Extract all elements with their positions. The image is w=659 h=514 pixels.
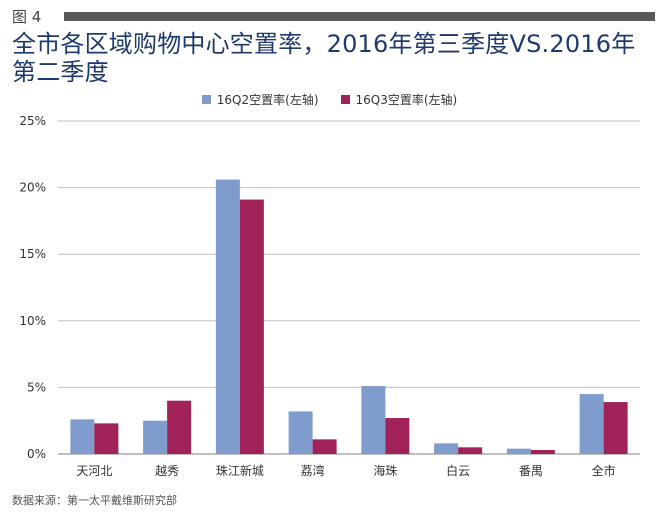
y-tick-label: 0% [27,447,46,461]
bar-q3 [530,450,555,454]
bar-q2 [579,394,604,454]
x-tick-label: 珠江新城 [216,463,264,478]
bar-q3 [167,400,192,454]
bar-q2 [361,386,386,454]
x-tick-label: 白云 [446,463,470,478]
figure-label: 图 4 [12,8,42,26]
y-tick-label: 5% [27,380,46,394]
bar-q2 [70,419,95,454]
y-tick-label: 25% [19,114,46,128]
bar-q2 [143,420,168,454]
x-tick-label: 天河北 [76,464,112,478]
bar-q2 [215,179,240,454]
y-tick-label: 15% [19,247,46,261]
legend-item-q3: 16Q3空置率(左轴) [340,91,458,108]
bar-q2 [288,411,313,454]
x-tick-label: 海珠 [373,463,397,478]
chart-title: 全市各区域购物中心空置率，2016年第三季度VS.2016年第二季度 [12,30,636,86]
legend-label-q3: 16Q3空置率(左轴) [355,93,458,107]
legend-item-q2: 16Q2空置率(左轴) [201,91,319,108]
legend-swatch-q2 [201,95,211,104]
x-tick-label: 荔湾 [301,463,325,478]
legend-swatch-q3 [340,95,350,104]
legend-label-q2: 16Q2空置率(左轴) [216,93,319,107]
x-tick-label: 越秀 [155,464,179,478]
chart-legend: 16Q2空置率(左轴) 16Q3空置率(左轴) [0,91,659,108]
top-rule [64,12,655,21]
y-tick-label: 10% [19,314,46,328]
bar-q2 [506,448,531,454]
bar-q3 [385,418,410,454]
source-note: 数据来源：第一太平戴维斯研究部 [12,494,177,507]
bar-q3 [458,447,483,454]
bar-q2 [434,443,459,454]
bar-q3 [94,423,119,454]
x-tick-label: 全市 [592,463,616,478]
bar-q3 [312,439,337,454]
y-tick-label: 20% [19,181,46,195]
bar-q3 [239,199,264,454]
bar-q3 [603,402,628,454]
x-tick-label: 番禺 [519,464,543,478]
